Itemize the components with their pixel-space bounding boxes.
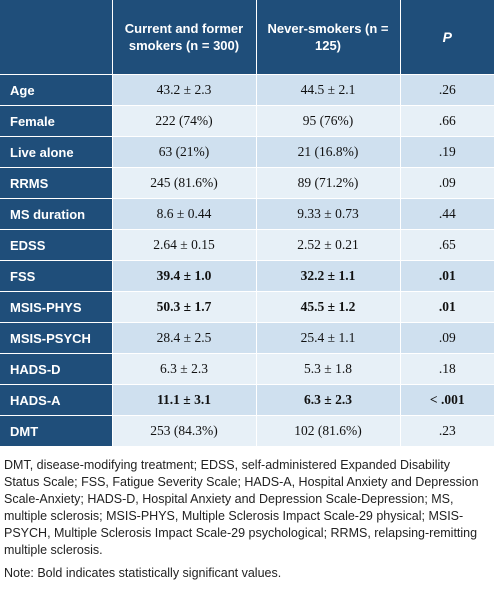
row-label: FSS	[0, 260, 113, 292]
cell-never-smokers: 5.3 ± 1.8	[256, 353, 401, 385]
significance-note: Note: Bold indicates statistically signi…	[4, 566, 282, 580]
cell-never-smokers: 25.4 ± 1.1	[256, 322, 401, 354]
cell-smokers: 63 (21%)	[112, 136, 257, 168]
cell-smokers: 8.6 ± 0.44	[112, 198, 257, 230]
table-row: HADS-D 6.3 ± 2.3 5.3 ± 1.8.18	[0, 353, 494, 385]
table-body: Age 43.2 ± 2.3 44.5 ± 2.1.26 Female 222 (74%…	[0, 74, 494, 447]
results-table: Current and former smokers (n = 300) Nev…	[0, 0, 494, 447]
row-label: MSIS-PSYCH	[0, 322, 113, 354]
cell-p-value: .66	[400, 105, 494, 137]
cell-p-value: .01	[400, 260, 494, 292]
cell-p-value: .18	[400, 353, 494, 385]
table-row: Female 222 (74%) 95 (76%) .66	[0, 105, 494, 137]
cell-never-smokers: 95 (76%)	[256, 105, 401, 137]
cell-smokers: 2.64 ± 0.15	[112, 229, 257, 261]
row-label: DMT	[0, 415, 113, 447]
row-label: HADS-A	[0, 384, 113, 416]
table-row: Live alone 63 (21%) 21 (16.8%) .19	[0, 136, 494, 168]
cell-p-value: .09	[400, 167, 494, 199]
cell-p-value: .09	[400, 322, 494, 354]
table-row: MSIS-PHYS 50.3 ± 1.7 45.5 ± 1.2.01	[0, 291, 494, 323]
cell-smokers: 245 (81.6%)	[112, 167, 257, 199]
cell-p-value: .01	[400, 291, 494, 323]
table-row: DMT 253 (84.3%) 102 (81.6%) .23	[0, 415, 494, 447]
row-label: EDSS	[0, 229, 113, 261]
row-label: Age	[0, 74, 113, 106]
cell-smokers: 253 (84.3%)	[112, 415, 257, 447]
cell-p-value: .26	[400, 74, 494, 106]
row-label: RRMS	[0, 167, 113, 199]
cell-never-smokers: 9.33 ± 0.73	[256, 198, 401, 230]
table-row: FSS 39.4 ± 1.0 32.2 ± 1.1.01	[0, 260, 494, 292]
cell-never-smokers: 2.52 ± 0.21	[256, 229, 401, 261]
cell-never-smokers: 45.5 ± 1.2	[256, 291, 401, 323]
cell-p-value: .44	[400, 198, 494, 230]
cell-never-smokers: 89 (71.2%)	[256, 167, 401, 199]
table-row: Age 43.2 ± 2.3 44.5 ± 2.1.26	[0, 74, 494, 106]
cell-smokers: 39.4 ± 1.0	[112, 260, 257, 292]
header-p-value: P	[400, 0, 494, 75]
table-row: MS duration 8.6 ± 0.44 9.33 ± 0.73.44	[0, 198, 494, 230]
table-row: EDSS 2.64 ± 0.15 2.52 ± 0.21.65	[0, 229, 494, 261]
table-row: RRMS 245 (81.6%) 89 (71.2%) .09	[0, 167, 494, 199]
row-label: HADS-D	[0, 353, 113, 385]
cell-smokers: 28.4 ± 2.5	[112, 322, 257, 354]
cell-never-smokers: 6.3 ± 2.3	[256, 384, 401, 416]
cell-smokers: 222 (74%)	[112, 105, 257, 137]
table-header: Current and former smokers (n = 300) Nev…	[0, 0, 494, 75]
cell-p-value: .23	[400, 415, 494, 447]
header-blank	[0, 0, 113, 75]
cell-never-smokers: 21 (16.8%)	[256, 136, 401, 168]
row-label: Female	[0, 105, 113, 137]
cell-never-smokers: 44.5 ± 2.1	[256, 74, 401, 106]
cell-smokers: 43.2 ± 2.3	[112, 74, 257, 106]
cell-smokers: 50.3 ± 1.7	[112, 291, 257, 323]
cell-p-value: .65	[400, 229, 494, 261]
table-notes: DMT, disease-modifying treatment; EDSS, …	[0, 447, 494, 582]
cell-smokers: 11.1 ± 3.1	[112, 384, 257, 416]
table-row: HADS-A 11.1 ± 3.1 6.3 ± 2.3 < .001	[0, 384, 494, 416]
table-row: MSIS-PSYCH 28.4 ± 2.5 25.4 ± 1.1.09	[0, 322, 494, 354]
cell-p-value: .19	[400, 136, 494, 168]
abbreviations-footnote: DMT, disease-modifying treatment; EDSS, …	[4, 458, 479, 557]
cell-never-smokers: 32.2 ± 1.1	[256, 260, 401, 292]
cell-never-smokers: 102 (81.6%)	[256, 415, 401, 447]
row-label: MSIS-PHYS	[0, 291, 113, 323]
cell-p-value: < .001	[400, 384, 494, 416]
cell-smokers: 6.3 ± 2.3	[112, 353, 257, 385]
row-label: Live alone	[0, 136, 113, 168]
row-label: MS duration	[0, 198, 113, 230]
header-smokers: Current and former smokers (n = 300)	[112, 0, 257, 75]
header-never-smokers: Never-smokers (n = 125)	[256, 0, 401, 75]
